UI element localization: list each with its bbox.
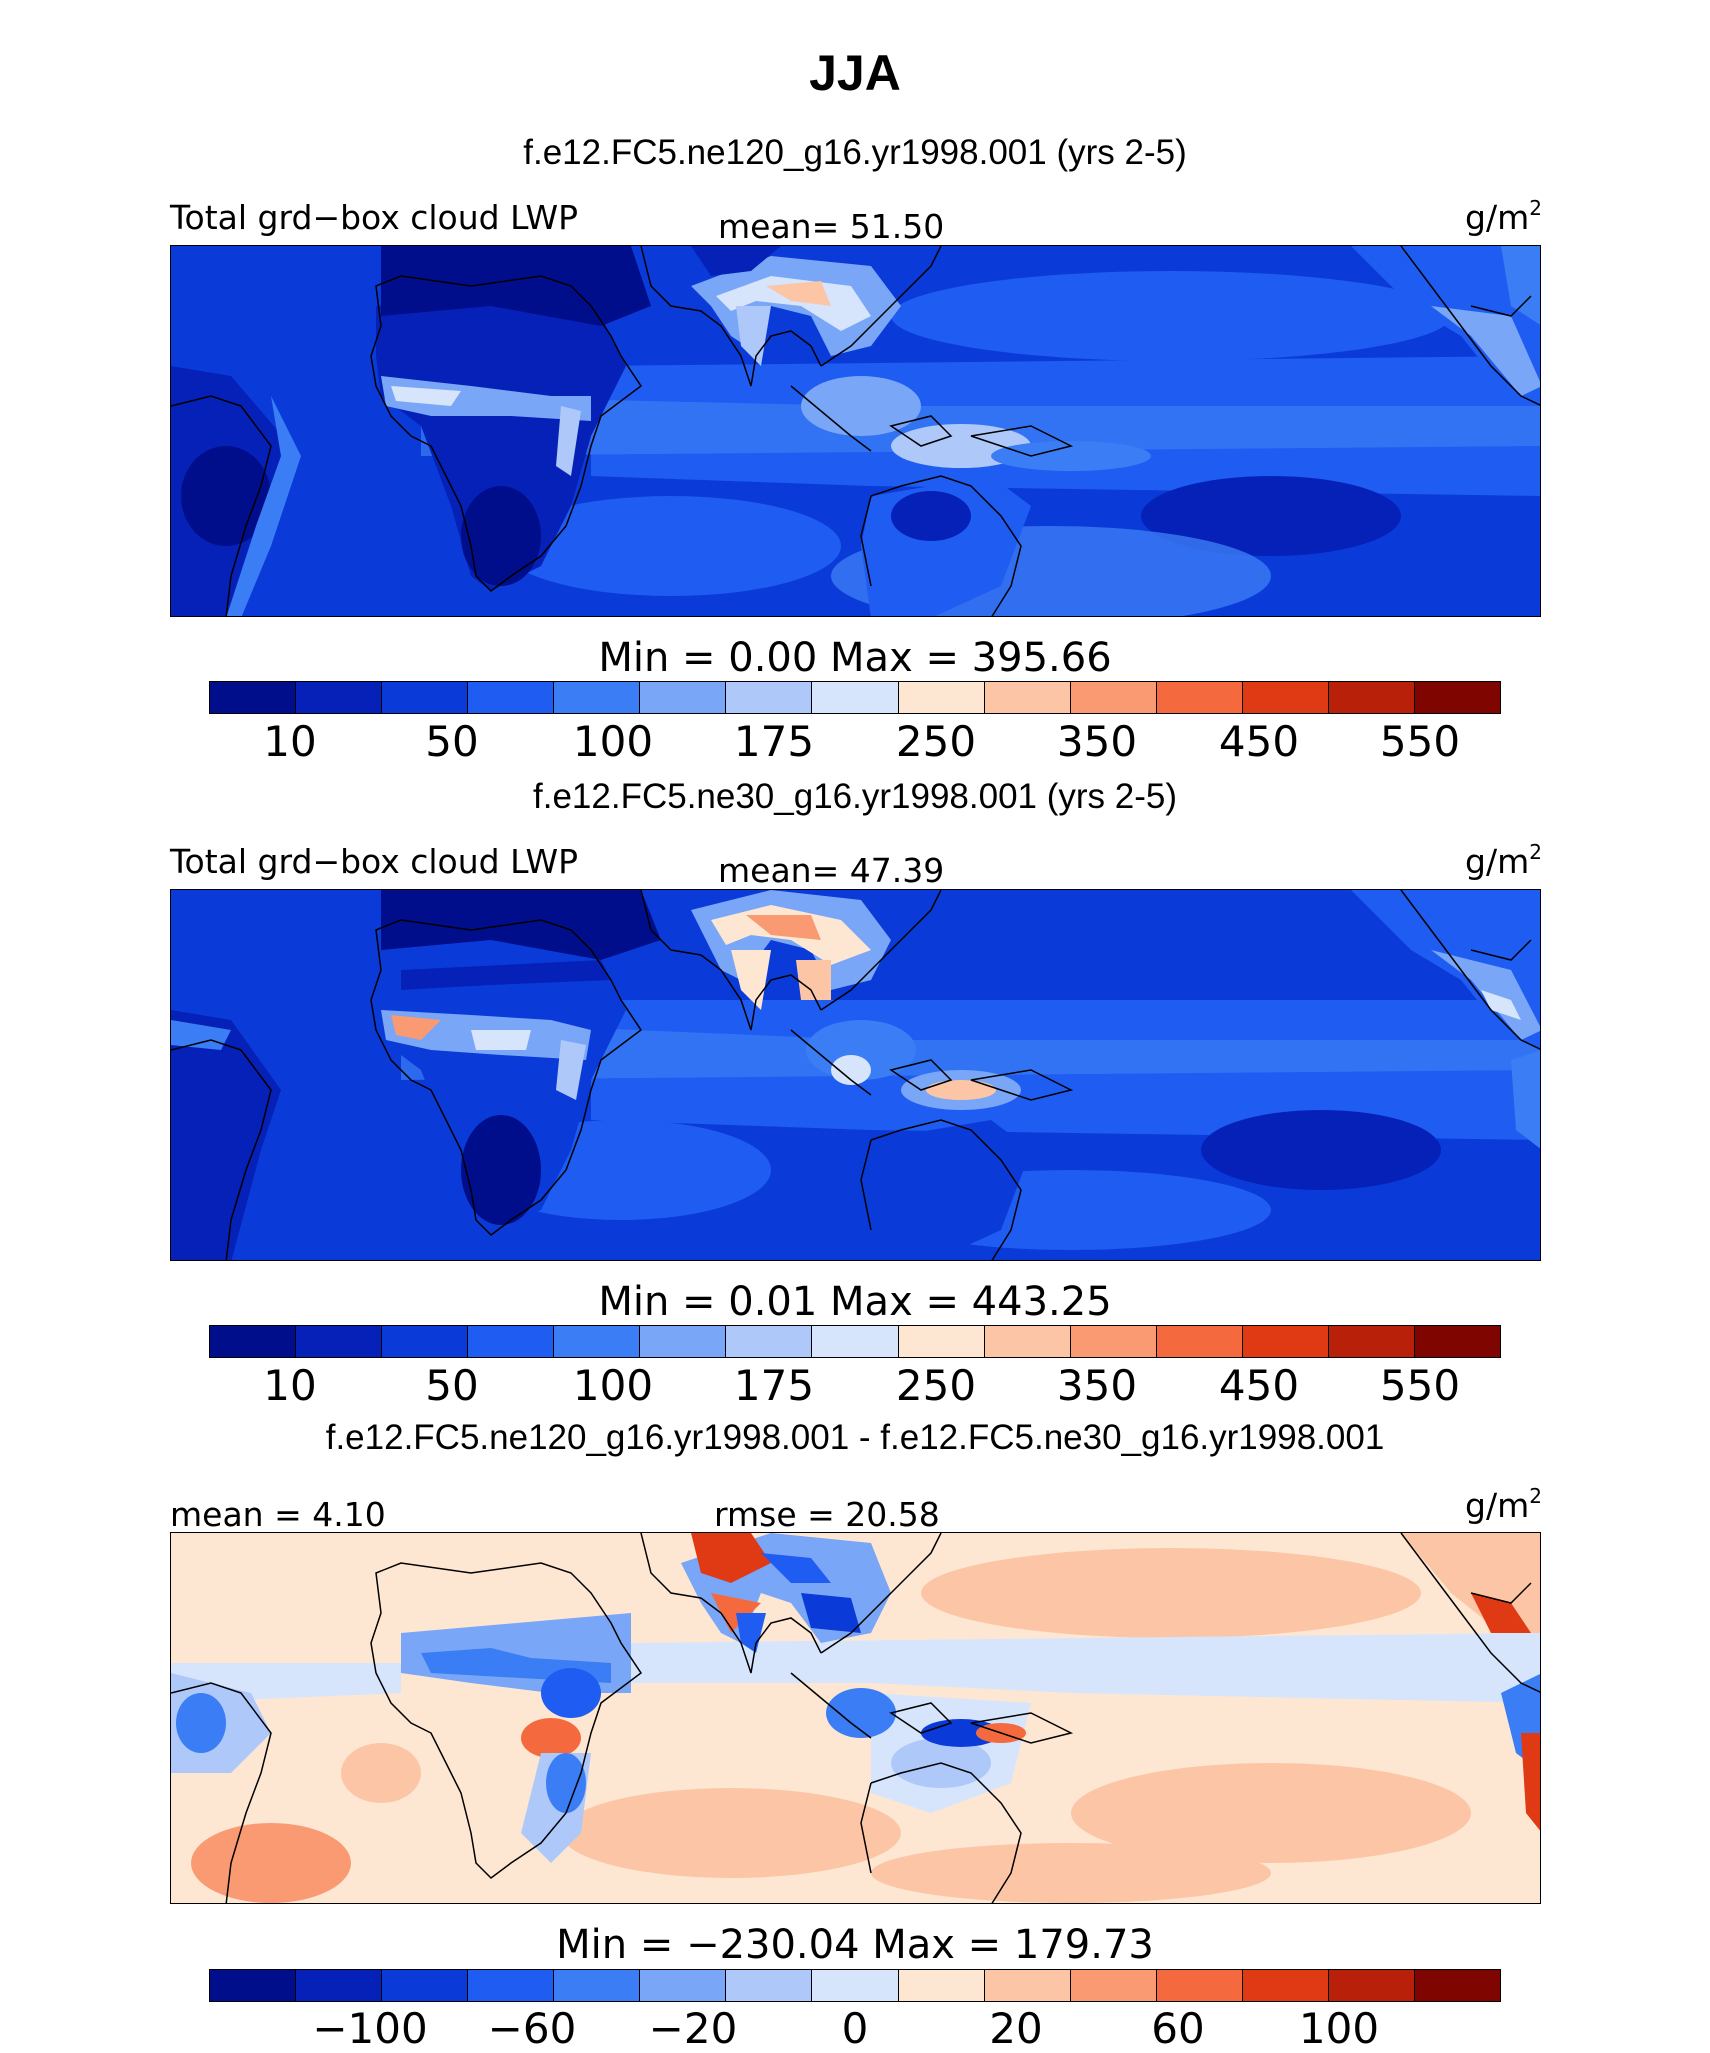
panel1-colorbar-swatch bbox=[898, 682, 985, 713]
panel2-colorbar-swatch bbox=[296, 1326, 383, 1357]
panel1-tick-label: 550 bbox=[1379, 717, 1461, 766]
panel1-colorbar-swatch bbox=[554, 682, 641, 713]
panel3-colorbar-swatch bbox=[1242, 1970, 1329, 2001]
panel1-mean-label: mean= 51.50 bbox=[718, 207, 945, 246]
panel2-tick-label: 350 bbox=[1056, 1361, 1138, 1410]
panel2-variable-label: Total grd−box cloud LWP bbox=[170, 842, 578, 881]
panel1-colorbar-swatch bbox=[210, 682, 297, 713]
panel3-tick-label: 60 bbox=[1151, 2004, 1205, 2053]
panel2-minmax: Min = 0.01 Max = 443.25 bbox=[598, 1279, 1112, 1325]
panel3-tick-label: −20 bbox=[648, 2004, 738, 2053]
panel1-colorbar bbox=[209, 681, 1501, 714]
panel2-units: g/m2 bbox=[1465, 840, 1542, 881]
panel3-colorbar-swatch bbox=[1156, 1970, 1243, 2001]
panel1-colorbar-swatch bbox=[382, 682, 469, 713]
panel3-colorbar-swatch bbox=[1328, 1970, 1415, 2001]
panel3-colorbar-swatch bbox=[210, 1970, 297, 2001]
panel1-map bbox=[170, 245, 1541, 617]
panel2-colorbar-swatch bbox=[1328, 1326, 1415, 1357]
panel1-colorbar-swatch bbox=[812, 682, 899, 713]
panel3-units: g/m2 bbox=[1465, 1484, 1542, 1525]
panel2-subtitle: f.e12.FC5.ne30_g16.yr1998.001 (yrs 2-5) bbox=[533, 777, 1177, 816]
panel1-units: g/m2 bbox=[1465, 196, 1542, 237]
panel3-subtitle: f.e12.FC5.ne120_g16.yr1998.001 - f.e12.F… bbox=[325, 1418, 1385, 1457]
panel3-tick-label: 20 bbox=[989, 2004, 1043, 2053]
panel3-tick-label: −60 bbox=[487, 2004, 577, 2053]
panel3-map bbox=[170, 1532, 1541, 1904]
panel2-tick-label: 10 bbox=[263, 1361, 317, 1410]
panel1-tick-label: 100 bbox=[572, 717, 654, 766]
figure-title: JJA bbox=[809, 45, 901, 101]
panel3-tick-label: 0 bbox=[841, 2004, 869, 2053]
panel1-colorbar-swatch bbox=[1070, 682, 1157, 713]
panel3-colorbar-swatch bbox=[812, 1970, 899, 2001]
panel3-colorbar-swatch bbox=[468, 1970, 555, 2001]
panel1-colorbar-swatch bbox=[1328, 682, 1415, 713]
panel1-subtitle: f.e12.FC5.ne120_g16.yr1998.001 (yrs 2-5) bbox=[523, 133, 1187, 172]
panel3-rmse-label: rmse = 20.58 bbox=[714, 1495, 940, 1534]
panel1-tick-label: 250 bbox=[895, 717, 977, 766]
panel3-colorbar-swatch bbox=[1414, 1970, 1500, 2001]
panel3-mean-label: mean = 4.10 bbox=[170, 1495, 386, 1534]
panel3-tick-label: −100 bbox=[312, 2004, 428, 2053]
panel2-colorbar-swatch bbox=[468, 1326, 555, 1357]
panel2-colorbar-swatch bbox=[984, 1326, 1071, 1357]
panel2-colorbar-swatch bbox=[554, 1326, 641, 1357]
panel3-colorbar-swatch bbox=[1070, 1970, 1157, 2001]
panel2-tick-label: 450 bbox=[1218, 1361, 1300, 1410]
panel1-tick-label: 450 bbox=[1218, 717, 1300, 766]
panel2-colorbar-swatch bbox=[726, 1326, 813, 1357]
panel2-tick-label: 100 bbox=[572, 1361, 654, 1410]
panel2-tick-label: 550 bbox=[1379, 1361, 1461, 1410]
panel2-colorbar-swatch bbox=[898, 1326, 985, 1357]
panel3-minmax: Min = −230.04 Max = 179.73 bbox=[556, 1922, 1154, 1968]
panel1-colorbar-swatch bbox=[296, 682, 383, 713]
panel2-colorbar-swatch bbox=[812, 1326, 899, 1357]
panel3-colorbar-swatch bbox=[984, 1970, 1071, 2001]
panel1-tick-label: 175 bbox=[733, 717, 815, 766]
panel2-colorbar-swatch bbox=[1242, 1326, 1329, 1357]
panel1-colorbar-swatch bbox=[1414, 682, 1500, 713]
panel3-colorbar bbox=[209, 1969, 1501, 2002]
panel1-colorbar-swatch bbox=[468, 682, 555, 713]
panel2-tick-label: 50 bbox=[425, 1361, 479, 1410]
panel2-colorbar-swatch bbox=[1156, 1326, 1243, 1357]
panel3-colorbar-swatch bbox=[898, 1970, 985, 2001]
panel1-colorbar-swatch bbox=[1242, 682, 1329, 713]
panel1-tick-label: 10 bbox=[263, 717, 317, 766]
panel3-tick-label: 100 bbox=[1298, 2004, 1380, 2053]
panel2-tick-label: 250 bbox=[895, 1361, 977, 1410]
panel3-colorbar-swatch bbox=[382, 1970, 469, 2001]
panel2-colorbar-swatch bbox=[1414, 1326, 1500, 1357]
panel2-colorbar-swatch bbox=[382, 1326, 469, 1357]
panel2-colorbar-swatch bbox=[1070, 1326, 1157, 1357]
panel1-variable-label: Total grd−box cloud LWP bbox=[170, 198, 578, 237]
panel2-tick-label: 175 bbox=[733, 1361, 815, 1410]
panel1-tick-label: 350 bbox=[1056, 717, 1138, 766]
panel3-colorbar-swatch bbox=[296, 1970, 383, 2001]
panel3-colorbar-swatch bbox=[640, 1970, 727, 2001]
panel1-colorbar-swatch bbox=[726, 682, 813, 713]
panel2-map bbox=[170, 889, 1541, 1261]
panel1-colorbar-swatch bbox=[984, 682, 1071, 713]
panel2-colorbar-swatch bbox=[210, 1326, 297, 1357]
panel1-minmax: Min = 0.00 Max = 395.66 bbox=[598, 635, 1112, 681]
panel3-colorbar-swatch bbox=[554, 1970, 641, 2001]
panel2-colorbar bbox=[209, 1325, 1501, 1358]
panel2-mean-label: mean= 47.39 bbox=[718, 851, 945, 890]
panel1-colorbar-swatch bbox=[1156, 682, 1243, 713]
panel1-tick-label: 50 bbox=[425, 717, 479, 766]
panel1-colorbar-swatch bbox=[640, 682, 727, 713]
panel3-colorbar-swatch bbox=[726, 1970, 813, 2001]
panel2-colorbar-swatch bbox=[640, 1326, 727, 1357]
